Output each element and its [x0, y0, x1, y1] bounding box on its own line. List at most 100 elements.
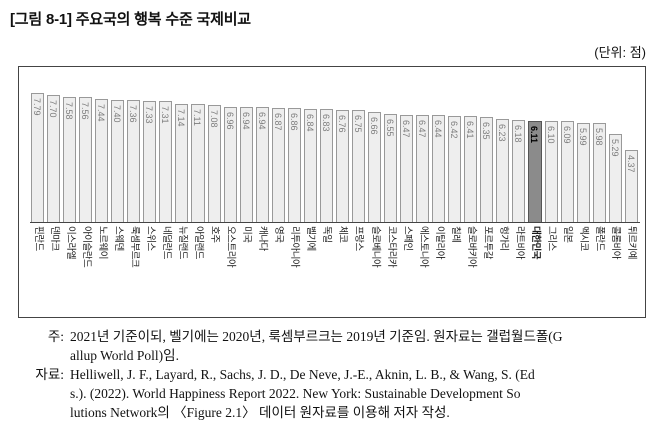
bar-value-label: 6.11: [529, 125, 540, 143]
bar-slot: 6.87: [271, 67, 287, 222]
bar-value-label: 7.31: [160, 105, 171, 124]
bar: 7.11: [191, 104, 205, 222]
bar-value-label: 7.44: [96, 103, 107, 122]
bar-slot: 5.29: [608, 67, 624, 222]
bar: 7.70: [47, 94, 61, 222]
bar-slot: 6.83: [319, 67, 335, 222]
category-label-slot: 체코: [335, 222, 351, 317]
bar-value-label: 6.41: [465, 120, 476, 139]
category-label-slot: 슬로베니아: [367, 222, 383, 317]
bar-highlighted: 6.11: [528, 120, 542, 222]
note-label: 주:: [47, 329, 64, 344]
category-label: 폴란드: [594, 226, 606, 251]
bar-value-label: 6.47: [401, 119, 412, 138]
category-label: 헝가리: [497, 226, 509, 251]
bar: 5.98: [592, 123, 606, 222]
bar-slot: 7.56: [78, 67, 94, 222]
bar-value-label: 6.44: [433, 120, 444, 138]
category-label: 라트비아: [513, 226, 525, 259]
bar-value-label: 7.14: [176, 108, 187, 127]
bar-slot: 7.08: [207, 67, 223, 222]
bar: 6.83: [319, 108, 333, 222]
bar-value-label: 7.33: [144, 105, 155, 124]
bar-slot: 6.75: [351, 67, 367, 222]
bar-value-label: 6.87: [272, 113, 283, 131]
bar-value-label: 6.09: [561, 126, 572, 144]
category-label: 독일: [321, 226, 333, 243]
bar-value-label: 6.86: [288, 113, 299, 131]
source-row: 자료: Helliwell, J. F., Layard, R., Sachs,…: [14, 365, 650, 422]
category-label-slot: 독일: [319, 222, 335, 317]
category-label: 아이슬란드: [80, 226, 92, 268]
category-label-slot: 일본: [560, 222, 576, 317]
category-label-slot: 멕시코: [576, 222, 592, 317]
note-row: 주: 2021년 기준이되, 벨기에는 2020년, 룩셈부르크는 2019년 …: [14, 327, 650, 365]
category-label-slot: 뉴질랜드: [174, 222, 190, 317]
bar: 6.76: [335, 110, 349, 222]
bar: 7.40: [111, 99, 125, 222]
figure-title: [그림 8-1] 주요국의 행복 수준 국제비교: [10, 11, 251, 28]
bar-slot: 6.86: [287, 67, 303, 222]
bar-value-label: 6.42: [449, 120, 460, 139]
category-label: 코스타리카: [385, 226, 397, 268]
category-label: 캐나다: [257, 226, 269, 251]
category-label-slot: 이탈리아: [431, 222, 447, 317]
bar-slot: 6.55: [383, 67, 399, 222]
bar-slot: 6.96: [223, 67, 239, 222]
bar: 6.84: [303, 108, 317, 222]
bar: 7.31: [159, 100, 173, 222]
bar-slot: 6.11: [527, 67, 543, 222]
bar-slot: 7.70: [46, 67, 62, 222]
bar-value-label: 6.35: [481, 121, 492, 140]
bar: 4.37: [624, 149, 638, 222]
bar-slot: 7.31: [158, 67, 174, 222]
bar-value-label: 7.58: [64, 101, 75, 120]
figure-notes: 주: 2021년 기준이되, 벨기에는 2020년, 룩셈부르크는 2019년 …: [14, 327, 650, 422]
bar-slot: 7.33: [142, 67, 158, 222]
bar-value-label: 6.83: [320, 113, 331, 132]
bar: 6.23: [496, 118, 510, 222]
category-label-slot: 코스타리카: [383, 222, 399, 317]
bar-slot: 7.36: [126, 67, 142, 222]
category-label-slot: 아일랜드: [190, 222, 206, 317]
category-label-slot: 대한민국: [527, 222, 543, 317]
bar-slot: 7.79: [30, 67, 46, 222]
bar: 7.14: [175, 103, 189, 222]
bar-value-label: 6.23: [497, 123, 508, 142]
category-label: 그리스: [546, 226, 558, 251]
bar-slot: 6.41: [463, 67, 479, 222]
bar: 6.47: [400, 114, 414, 222]
bar-value-label: 6.94: [256, 112, 267, 130]
bar-slot: 6.44: [431, 67, 447, 222]
bar: 7.79: [31, 93, 45, 222]
bar-value-label: 6.55: [385, 118, 396, 137]
bar-value-label: 4.37: [625, 154, 636, 173]
category-label: 스페인: [401, 226, 413, 251]
category-label-slot: 콜롬비아: [608, 222, 624, 317]
bar: 6.47: [416, 114, 430, 222]
category-label-slot: 포르투갈: [479, 222, 495, 317]
category-label-slot: 핀란드: [30, 222, 46, 317]
category-label-slot: 슬로바키아: [463, 222, 479, 317]
category-label: 오스트리아: [225, 226, 237, 268]
category-label: 일본: [562, 226, 574, 243]
bar: 7.56: [79, 96, 93, 222]
bar-slot: 7.58: [62, 67, 78, 222]
bar-value-label: 6.94: [240, 112, 251, 130]
bar: 6.10: [544, 121, 558, 222]
bar-value-label: 6.75: [352, 115, 363, 133]
category-label: 룩셈부르크: [128, 226, 140, 268]
category-label-slot: 헝가리: [495, 222, 511, 317]
category-label-slot: 스위스: [142, 222, 158, 317]
bar-slot: 7.11: [190, 67, 206, 222]
category-label: 포르투갈: [481, 226, 493, 259]
category-label-slot: 튀르키예: [624, 222, 640, 317]
bar: 6.42: [448, 115, 462, 222]
note-line: Helliwell, J. F., Layard, R., Sachs, J. …: [70, 367, 535, 382]
bar-slot: 6.94: [239, 67, 255, 222]
source-label: 자료:: [35, 367, 64, 382]
category-label-slot: 스웨덴: [110, 222, 126, 317]
bar-chart: 7.79 7.70 7.58 7.56 7.44 7.40 7.36 7.33 7.31 7.14…: [18, 66, 646, 318]
category-label: 노르웨이: [96, 226, 108, 259]
bar-value-label: 7.70: [48, 99, 59, 118]
